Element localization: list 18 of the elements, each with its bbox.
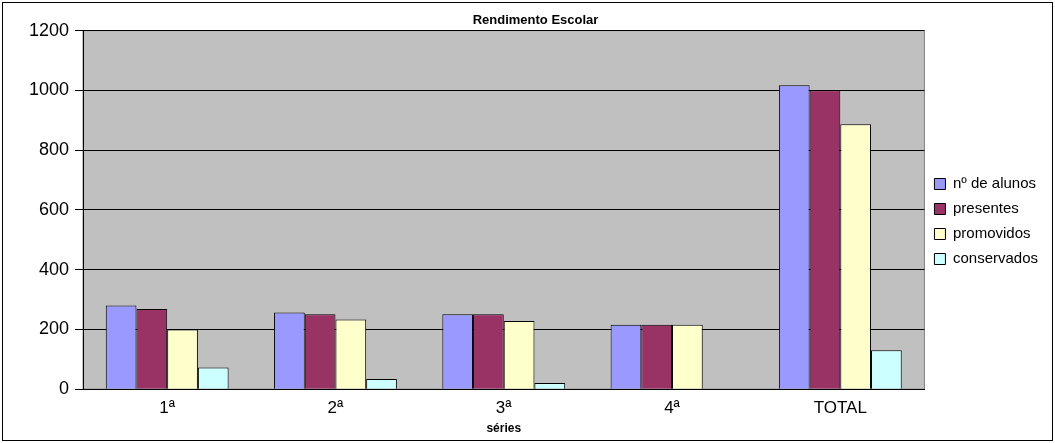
legend-label: conservados xyxy=(952,249,1039,267)
y-tick-label: 1200 xyxy=(29,19,70,40)
chart-title: Rendimento Escolar xyxy=(472,12,599,28)
x-tick-label: 3ª xyxy=(495,398,513,418)
legend-label: promovidos xyxy=(952,224,1031,242)
y-tick-label: 400 xyxy=(39,258,70,279)
x-axis-title: séries xyxy=(486,421,522,436)
x-tick-label: TOTAL xyxy=(813,398,867,418)
x-tick-label: 4ª xyxy=(664,398,681,418)
y-tick-label: 1000 xyxy=(29,79,70,100)
x-tick-label: 1ª xyxy=(159,398,176,418)
legend-label: presentes xyxy=(952,199,1019,217)
y-tick-label: 600 xyxy=(39,198,70,219)
x-tick-label: 2ª xyxy=(327,398,345,418)
y-tick-label: 800 xyxy=(39,139,70,160)
y-tick-label: 200 xyxy=(39,318,70,339)
y-tick-label: 0 xyxy=(59,378,70,399)
legend-label: nº de alunos xyxy=(952,174,1036,192)
